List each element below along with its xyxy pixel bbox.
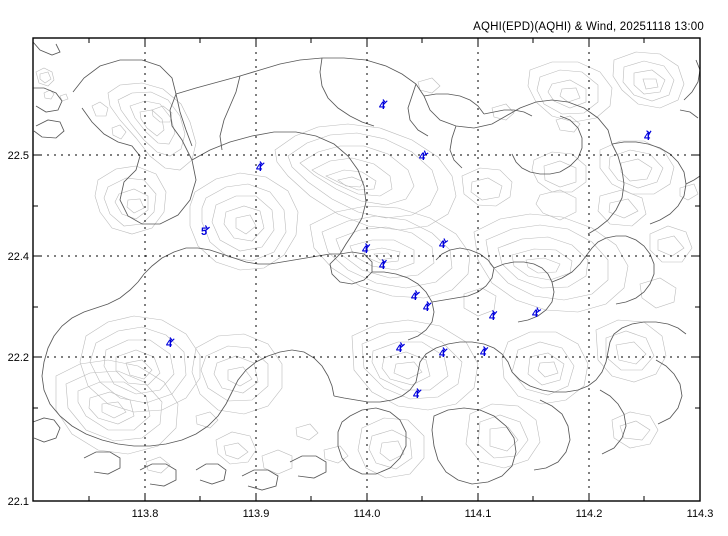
wind-barb-flag-icon: [381, 259, 386, 263]
gridlines: [33, 38, 700, 501]
wind-barb-icon: [382, 100, 388, 106]
page-title: AQHI(EPD)(AQHI) & Wind, 20251118 13:00: [473, 21, 704, 33]
wind-barb-flag-icon: [365, 243, 369, 247]
wind-barb-flag-icon: [483, 346, 487, 350]
wind-barb-icon: [169, 338, 175, 344]
x-tick-label: 114.1: [465, 508, 492, 520]
aqhi-station-marker[interactable]: 4: [644, 130, 652, 143]
aqhi-value-label: 4: [379, 100, 386, 112]
aqhi-station-marker[interactable]: 4: [480, 346, 489, 359]
aqhi-value-label: 4: [480, 347, 487, 359]
x-axis-tick-labels: 113.8 113.9 114.0 114.1 114.2 114.3: [132, 508, 714, 520]
wind-barb-icon: [535, 309, 542, 314]
aqhi-station-marker[interactable]: 4: [379, 99, 388, 112]
aqhi-value-label: 4: [362, 244, 369, 256]
y-axis-tick-labels: 22.5 22.4 22.2 22.1: [8, 150, 29, 508]
aqhi-value-label: 4: [644, 131, 651, 143]
aqhi-station-marker[interactable]: 4: [396, 342, 405, 355]
aqhi-station-marker[interactable]: 4: [439, 347, 448, 360]
wind-barb-flag-icon: [204, 225, 209, 230]
wind-barb-flag-icon: [414, 290, 419, 295]
wind-barb-icon: [259, 162, 265, 168]
wind-barb-flag-icon: [416, 388, 420, 393]
aqhi-station-marker[interactable]: 4: [256, 161, 265, 174]
aqhi-value-label: 4: [256, 162, 263, 174]
aqhi-station-marker[interactable]: 4: [411, 290, 420, 303]
aqhi-station-marker[interactable]: 5: [201, 225, 210, 238]
y-tick-label: 22.2: [8, 352, 29, 364]
wind-barb-icon: [483, 347, 489, 353]
aqhi-station-marker[interactable]: 4: [379, 259, 387, 272]
wind-barb-flag-icon: [443, 238, 447, 243]
aqhi-station-marker[interactable]: 4: [166, 337, 175, 350]
wind-barb-flag-icon: [399, 342, 404, 347]
wind-barb-flag-icon: [382, 99, 386, 104]
aqhi-value-label: 4: [413, 389, 420, 401]
wind-barb-icon: [414, 291, 420, 297]
aqhi-value-label: 4: [423, 302, 430, 314]
aqhi-station-marker[interactable]: 4: [532, 307, 542, 320]
aqhi-station-marker[interactable]: 4: [413, 388, 422, 401]
wind-barb-icon: [382, 259, 387, 266]
wind-barb-icon: [399, 343, 405, 349]
wind-barb-flag-icon: [646, 130, 651, 134]
wind-barb-icon: [442, 348, 448, 354]
wind-barb-icon: [647, 130, 652, 137]
aqhi-value-label: 4: [379, 260, 386, 272]
aqhi-station-marker[interactable]: 4: [419, 150, 429, 163]
x-tick-label: 114.2: [576, 508, 603, 520]
wind-barb-flag-icon: [169, 337, 173, 342]
aqhi-value-label: 5: [201, 226, 207, 238]
aqhi-value-label: 4: [419, 151, 426, 163]
wind-barb-icon: [204, 226, 210, 232]
wind-barb-flag-icon: [442, 347, 446, 352]
wind-barb-icon: [416, 389, 422, 395]
wind-barb-icon: [492, 311, 498, 317]
aqhi-station-marker[interactable]: 4: [362, 243, 371, 256]
aqhi-value-label: 4: [439, 239, 446, 251]
wind-barb-icon: [422, 152, 429, 157]
aqhi-value-label: 4: [411, 291, 418, 303]
x-tick-label: 114.3: [687, 508, 714, 520]
x-tick-label: 113.8: [132, 508, 159, 520]
x-tick-label: 114.0: [354, 508, 381, 520]
aqhi-value-label: 4: [396, 343, 403, 355]
aqhi-value-label: 4: [439, 348, 446, 360]
wind-barb-flag-icon: [492, 310, 496, 314]
wind-barb-flag-icon: [536, 307, 540, 312]
aqhi-station-marker[interactable]: 4: [439, 238, 449, 251]
terrain-contours: [35, 51, 699, 479]
wind-barb-flag-icon: [259, 161, 263, 166]
aqhi-station-marker[interactable]: 4: [489, 310, 498, 323]
wind-barb-icon: [365, 244, 371, 250]
wind-barb-flag-icon: [426, 301, 430, 306]
aqhi-station-marker[interactable]: 4: [423, 301, 432, 314]
y-tick-label: 22.5: [8, 150, 29, 162]
wind-barb-icon: [426, 302, 432, 308]
x-tick-label: 113.9: [243, 508, 270, 520]
aqhi-value-label: 4: [166, 338, 173, 350]
y-tick-label: 22.1: [8, 496, 29, 508]
aqhi-value-label: 4: [532, 308, 539, 320]
wind-barb-flag-icon: [423, 150, 427, 155]
plot-frame: [32, 37, 701, 502]
aqhi-value-label: 4: [489, 311, 496, 323]
wind-barb-icon: [442, 240, 449, 245]
coastline: [32, 41, 701, 491]
y-tick-label: 22.4: [8, 251, 29, 263]
